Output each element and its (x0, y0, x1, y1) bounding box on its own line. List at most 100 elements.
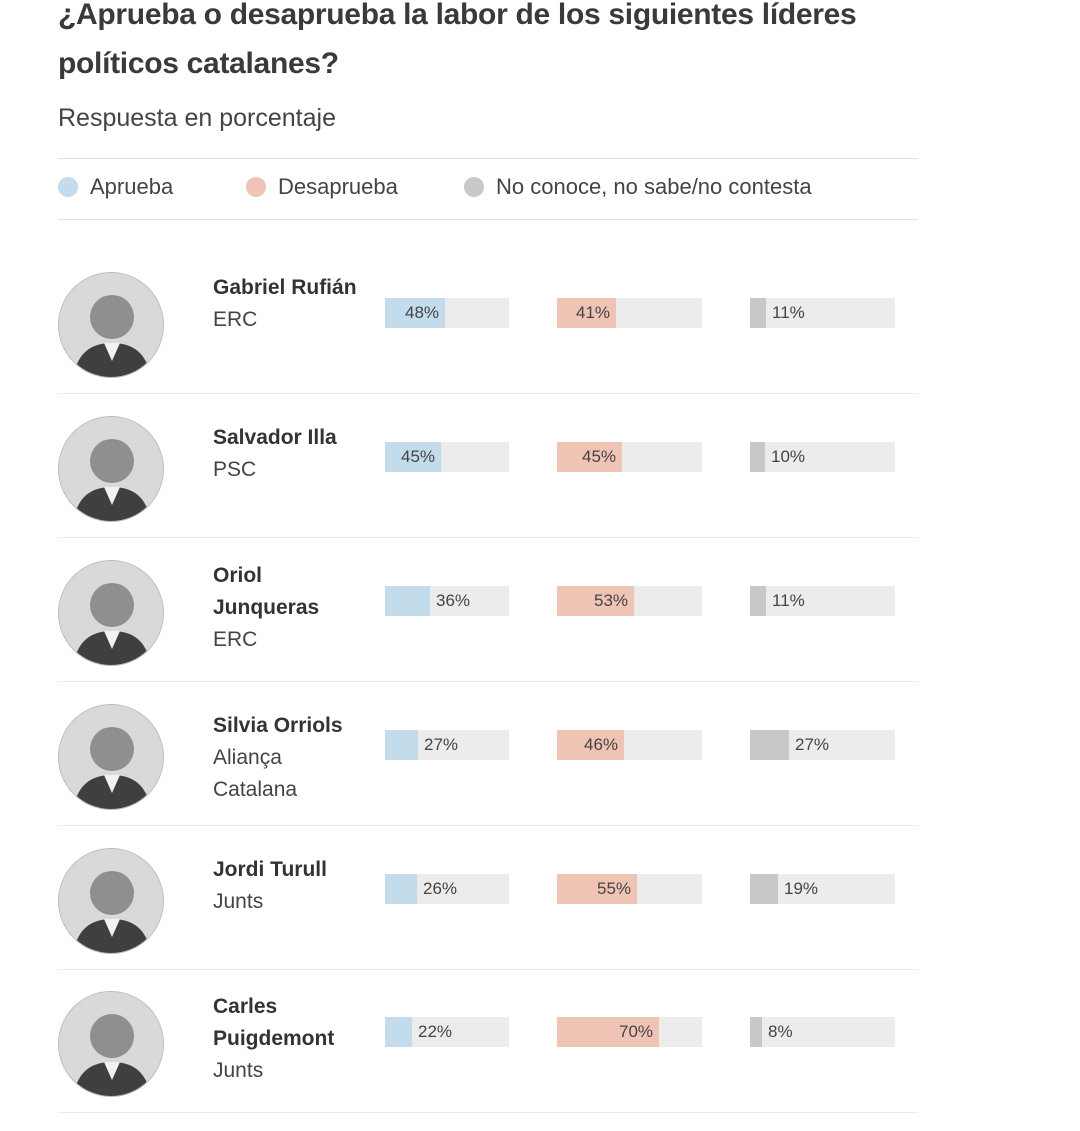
data-label: 27% (795, 735, 830, 754)
leader-party: ERC (213, 308, 258, 331)
legend-disapprove: Desaprueba (246, 174, 398, 200)
bar-track: 48% (385, 298, 509, 328)
bar-approve (385, 586, 430, 616)
bar-track: 53% (557, 586, 702, 616)
data-label: 45% (401, 447, 436, 466)
data-label: 19% (784, 879, 819, 898)
row-divider (58, 825, 918, 826)
bar-unknown (750, 1017, 762, 1047)
bar-approve (385, 874, 417, 904)
bar-disapprove (557, 298, 616, 328)
bar-track: 19% (750, 874, 895, 904)
data-label: 41% (576, 303, 611, 322)
leader-row: Salvador Illa PSC 45% 45% 10% (58, 394, 918, 538)
portrait-icon (58, 848, 164, 954)
bar-disapprove (557, 874, 637, 904)
data-label: 45% (582, 447, 617, 466)
bar-track: 45% (557, 442, 702, 472)
data-label: 27% (424, 735, 459, 754)
leader-row: Jordi Turull Junts 26% 55% 19% (58, 826, 918, 970)
legend-disapprove-swatch (246, 177, 266, 197)
row-divider (58, 393, 918, 394)
leader-row: Carles Puigdemont Junts 22% 70% 8% (58, 969, 918, 1113)
legend-approve-swatch (58, 177, 78, 197)
row-divider (58, 969, 918, 970)
bar-track: 41% (557, 298, 702, 328)
bar-track: 36% (385, 586, 509, 616)
leader-party: PSC (213, 458, 257, 481)
portrait-icon (58, 704, 164, 810)
legend-disapprove-label: Desaprueba (278, 174, 398, 199)
legend-unknown-swatch (464, 177, 484, 197)
data-label: 55% (597, 879, 632, 898)
leader-name: Salvador Illa (213, 426, 337, 449)
bar-unknown (750, 874, 778, 904)
leader-name: Silvia Orriols (213, 714, 343, 737)
portrait-icon (58, 991, 164, 1097)
legend-top-divider (58, 158, 918, 159)
row-divider (58, 681, 918, 682)
leader-party: ERC (213, 628, 258, 651)
data-label: 48% (405, 303, 440, 322)
leader-name: Gabriel Rufián (213, 276, 357, 299)
leader-name: Oriol Junqueras (213, 564, 320, 619)
bar-approve (385, 1017, 412, 1047)
portrait-icon (58, 416, 164, 522)
bar-track: 55% (557, 874, 702, 904)
data-label: 53% (594, 591, 629, 610)
leader-party: Junts (213, 1059, 264, 1082)
leader-row: Oriol Junqueras ERC 36% 53% 11% (58, 538, 918, 682)
data-label: 11% (772, 591, 805, 610)
legend-approve: Aprueba (58, 174, 173, 200)
bar-track: 27% (750, 730, 895, 760)
row-divider (58, 1112, 918, 1113)
bar-unknown (750, 298, 766, 328)
bar-approve (385, 442, 441, 472)
leader-label: Gabriel Rufián ERC (213, 272, 363, 336)
bar-track: 27% (385, 730, 509, 760)
chart-subtitle: Respuesta en porcentaje (58, 104, 336, 132)
bar-track: 11% (750, 586, 895, 616)
legend-bottom-divider (58, 219, 918, 220)
legend-approve-label: Aprueba (90, 174, 174, 199)
leader-label: Carles Puigdemont Junts (213, 991, 363, 1087)
chart-title: ¿Aprueba o desaprueba la labor de los si… (58, 0, 857, 80)
portrait-icon (58, 272, 164, 378)
portrait-icon (58, 560, 164, 666)
bar-track: 70% (557, 1017, 702, 1047)
bar-track: 45% (385, 442, 509, 472)
leader-name: Jordi Turull (213, 858, 327, 881)
bar-unknown (750, 586, 766, 616)
bar-unknown (750, 730, 789, 760)
data-label: 26% (423, 879, 458, 898)
leader-label: Jordi Turull Junts (213, 854, 363, 918)
leader-party: Junts (213, 890, 264, 913)
bar-track: 22% (385, 1017, 509, 1047)
bar-approve (385, 298, 445, 328)
leader-name: Carles Puigdemont (213, 995, 335, 1050)
legend-unknown-label: No conoce, no sabe/no contesta (496, 174, 812, 199)
bar-track: 46% (557, 730, 702, 760)
data-label: 8% (768, 1022, 793, 1041)
bar-disapprove (557, 442, 622, 472)
leader-label: Salvador Illa PSC (213, 422, 363, 486)
bar-track: 10% (750, 442, 895, 472)
legend-unknown: No conoce, no sabe/no contesta (464, 174, 812, 200)
bar-approve (385, 730, 418, 760)
leader-row: Gabriel Rufián ERC 48% 41% 11% (58, 250, 918, 394)
data-label: 70% (619, 1022, 654, 1041)
data-label: 22% (418, 1022, 453, 1041)
leader-party: Aliança Catalana (213, 746, 298, 801)
bar-track: 26% (385, 874, 509, 904)
data-label: 11% (772, 303, 805, 322)
bar-track: 11% (750, 298, 895, 328)
data-label: 36% (436, 591, 471, 610)
data-label: 46% (584, 735, 619, 754)
leader-row: Silvia Orriols Aliança Catalana 27% 46% 27% (58, 682, 918, 826)
bar-disapprove (557, 586, 634, 616)
bar-track: 8% (750, 1017, 895, 1047)
bar-disapprove (557, 730, 624, 760)
row-divider (58, 537, 918, 538)
bar-disapprove (557, 1017, 659, 1047)
bar-unknown (750, 442, 765, 472)
